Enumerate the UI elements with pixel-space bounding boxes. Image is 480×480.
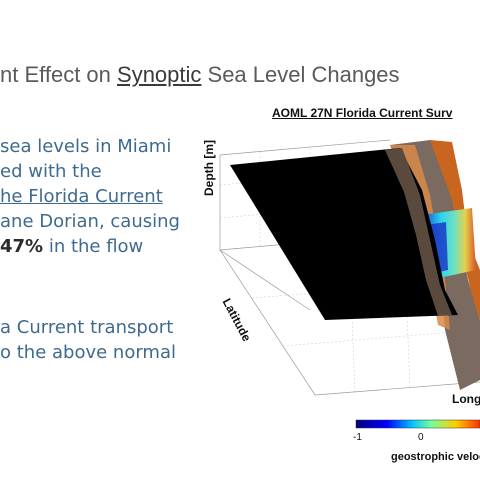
slide-title: nt Effect on Synoptic Sea Level Changes [0,62,400,88]
figure-title: AOML 27N Florida Current Surv [272,106,453,120]
colorbar-tick-neg1: -1 [353,432,362,443]
florida-current-3d-plot [219,139,480,429]
percent-value: 47% [0,236,44,257]
bullet-1-line-3: he Florida Current [0,186,163,207]
colorbar-label: geostrophic veloc [391,451,480,463]
land-mass [230,148,458,320]
title-underlined-text: Synoptic [117,62,202,87]
title-text-end: Sea Level Changes [201,62,400,87]
bullet-1-line-1: sea levels in Miami [0,136,172,157]
depth-axis-label: Depth [m] [202,140,216,196]
bullet-2-line-2: o the above normal [0,342,176,363]
title-text: nt Effect on [0,62,118,87]
colorbar [355,419,480,429]
bullet-list: sea levels in Miami ed with the he Flori… [0,134,210,365]
bullet-1-line-2: ed with the [0,161,102,182]
bullet-1-line-5: 47% in the flow [0,236,144,257]
copper-shelf [430,140,480,320]
bullet-1-line-4: ane Dorian, causing [0,211,180,232]
colorbar-tick-0: 0 [418,432,424,443]
bullet-2-line-1: a Current transport [0,317,174,338]
shelf-edge [385,148,452,316]
bathymetry-surface [390,140,480,390]
longitude-axis-label: Long [452,392,480,406]
